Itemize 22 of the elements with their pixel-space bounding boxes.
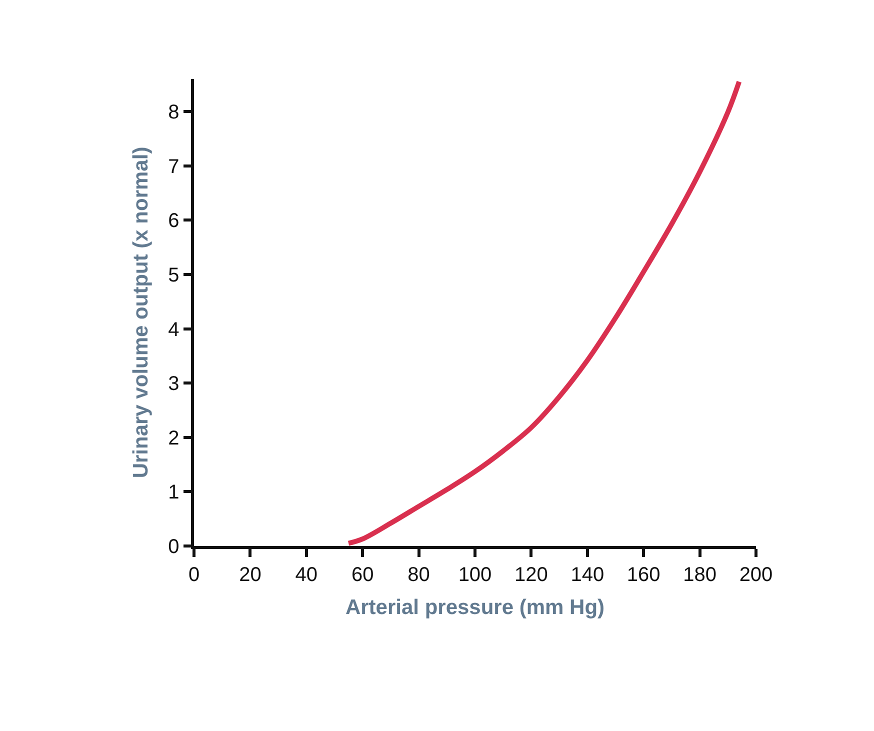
x-tick-label: 100 xyxy=(458,564,492,586)
x-tick-label: 160 xyxy=(626,564,660,586)
y-tick-label: 4 xyxy=(168,318,180,341)
y-tick-label: 6 xyxy=(168,210,180,232)
x-axis-title: Arterial pressure (mm Hg) xyxy=(345,596,605,619)
x-tick-label: 60 xyxy=(351,564,374,586)
y-axis-title: Urinary volume output (x normal) xyxy=(129,146,152,478)
x-tick-label: 180 xyxy=(683,564,716,586)
x-tick-label: 80 xyxy=(408,564,430,586)
y-tick-label: 8 xyxy=(168,102,180,124)
y-tick-label: 1 xyxy=(168,482,180,504)
y-tick-label: 3 xyxy=(168,373,180,396)
y-tick-label: 2 xyxy=(168,427,180,450)
x-tick-label: 20 xyxy=(239,564,262,586)
x-tick-label: 120 xyxy=(514,564,548,586)
y-tick-label: 7 xyxy=(168,156,180,178)
x-tick-label: 40 xyxy=(295,564,318,586)
y-tick-label: 5 xyxy=(168,264,180,286)
x-tick-label: 0 xyxy=(188,564,200,586)
y-tick-label: 0 xyxy=(168,536,180,558)
x-tick-label: 200 xyxy=(739,564,773,586)
x-tick-label: 140 xyxy=(570,564,604,586)
